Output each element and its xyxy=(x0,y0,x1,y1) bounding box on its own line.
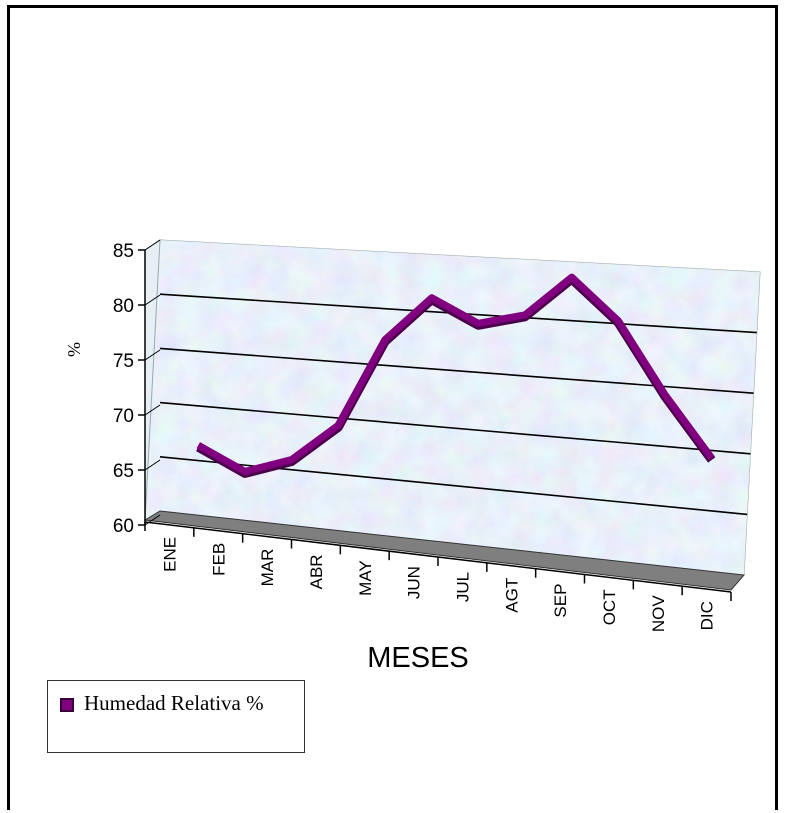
y-depth-line xyxy=(144,514,161,526)
y-tick-label: 85 xyxy=(113,241,134,262)
y-tick-label: 80 xyxy=(113,296,134,317)
x-tick-label: NOV xyxy=(649,595,668,633)
y-tick-label: 75 xyxy=(113,351,134,372)
x-tick-label: ABR xyxy=(307,554,326,589)
x-tick-label: DIC xyxy=(698,601,717,630)
x-tick-label: JUL xyxy=(453,572,472,602)
y-axis-label: % xyxy=(64,342,84,357)
x-tick-label: MAR xyxy=(258,549,277,587)
plot-back-wall xyxy=(144,239,761,576)
x-tick-label: AGT xyxy=(502,578,521,613)
legend-swatch xyxy=(60,698,74,712)
y-axis: 60 65 70 75 80 85 xyxy=(113,239,161,537)
y-tick-label: 60 xyxy=(113,516,134,537)
y-depth-line xyxy=(144,239,161,251)
x-tick-label: ENE xyxy=(160,537,179,572)
series-line xyxy=(196,273,716,478)
x-axis: ENE FEB MAR ABR MAY JUN JUL AGT SEP OCT NOV DIC xyxy=(144,521,732,633)
x-axis-label: MESES xyxy=(367,642,469,674)
x-tick-label: FEB xyxy=(209,543,228,576)
series-line-path xyxy=(196,273,715,475)
x-tick-label: OCT xyxy=(600,589,619,625)
gridline xyxy=(159,401,751,455)
x-tick-label: JUN xyxy=(405,566,424,599)
y-depth-line xyxy=(144,459,161,471)
legend: Humedad Relativa % xyxy=(47,680,305,753)
x-tick-label: SEP xyxy=(551,584,570,618)
plot-floor xyxy=(143,510,746,591)
y-tick-label: 70 xyxy=(113,406,134,427)
y-tick-label: 65 xyxy=(113,461,134,482)
x-tick-label: MAY xyxy=(356,560,375,596)
y-depth-line xyxy=(144,294,161,306)
y-depth-line xyxy=(144,404,161,416)
y-depth-line xyxy=(144,349,161,361)
legend-label: Humedad Relativa % xyxy=(84,691,264,715)
